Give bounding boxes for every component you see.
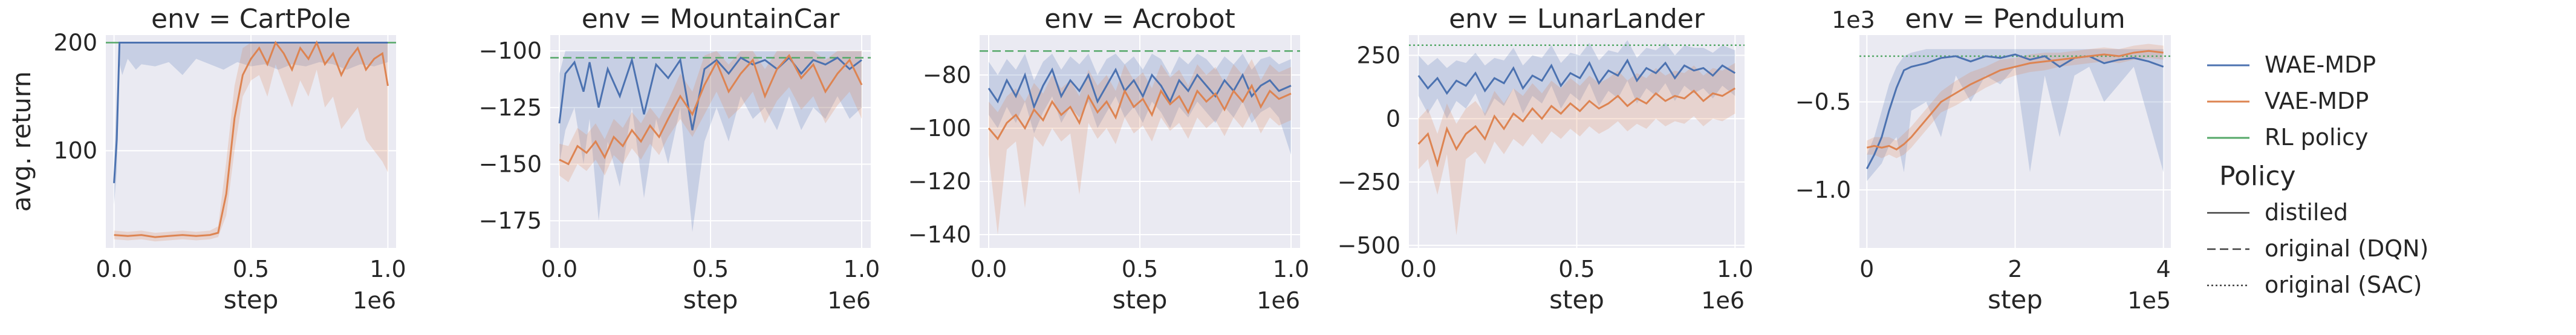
confidence-band-wae-mdp — [114, 42, 388, 205]
x-tick-label: 2 — [2008, 256, 2022, 282]
x-axis-label: step — [1549, 285, 1604, 314]
x-tick-label: 1.0 — [369, 256, 406, 282]
x-offset-text: 1e6 — [353, 287, 396, 314]
x-tick-label: 1.0 — [1273, 256, 1309, 282]
legend-label: original (SAC) — [2265, 272, 2422, 298]
panel-1: 0.0 0.5 1.0 100 200 env = CartPole step 1e6 avg.… — [7, 4, 406, 314]
x-tick-label: 0 — [1859, 256, 1874, 282]
y-tick-label: −80 — [923, 62, 971, 88]
confidence-band-wae-mdp — [1418, 40, 1735, 119]
series-line-vae-mdp — [1417, 87, 1736, 168]
y-tick-label: −500 — [1338, 232, 1400, 259]
y-tick-label: 100 — [53, 137, 97, 164]
series-line-wae-mdp — [1865, 53, 2164, 169]
y-tick-label: 0 — [1386, 105, 1400, 132]
y-tick-label: −100 — [908, 115, 971, 141]
legend: WAE-MDP VAE-MDP RL policy Policy distiled ori… — [2207, 51, 2428, 298]
confidence-band-vae-mdp — [114, 42, 388, 242]
y-tick-label: −1.0 — [1795, 177, 1851, 203]
x-axis-label: step — [1988, 285, 2043, 314]
legend-label: distiled — [2265, 199, 2348, 226]
panel-2: 0.0 0.5 1.0 −175 −150 −125 −100 env = MountainC… — [479, 4, 880, 314]
series-line-vae-mdp — [559, 54, 863, 166]
x-offset-text: 1e5 — [2127, 287, 2171, 314]
panel-title: env = Acrobot — [1044, 4, 1235, 34]
legend-label: VAE-MDP — [2265, 88, 2369, 114]
y-tick-label: −140 — [908, 221, 971, 248]
confidence-band-wae-mdp — [1867, 49, 2164, 181]
legend-label: WAE-MDP — [2265, 51, 2376, 78]
confidence-band-wae-mdp — [989, 53, 1291, 155]
series-line-wae-mdp — [113, 42, 388, 183]
x-axis-label: step — [1113, 285, 1168, 314]
x-tick-label: 0.5 — [233, 256, 269, 282]
legend-label: RL policy — [2265, 124, 2369, 151]
x-tick-label: 1.0 — [1717, 256, 1753, 282]
y-tick-label: 200 — [53, 30, 97, 56]
series-line-vae-mdp — [114, 40, 389, 238]
x-tick-label: 0.5 — [1558, 256, 1595, 282]
y-tick-label: −150 — [479, 151, 542, 177]
confidence-band-wae-mdp — [559, 51, 862, 232]
series-line-vae-mdp — [1866, 50, 2164, 151]
x-tick-label: 4 — [2156, 256, 2171, 282]
series-line-wae-mdp — [987, 67, 1292, 110]
x-offset-text: 1e6 — [827, 287, 871, 314]
y-axis-label: avg. return — [7, 71, 36, 212]
x-axis-label: step — [683, 285, 738, 314]
x-tick-label: 0.0 — [96, 256, 132, 282]
y-tick-label: −125 — [479, 94, 542, 121]
confidence-band-vae-mdp — [989, 59, 1291, 235]
panel-4: 0.0 0.5 1.0 −500 −250 0 250 env = LunarLander st… — [1338, 4, 1754, 314]
y-offset-text: 1e3 — [1832, 7, 1875, 33]
x-tick-label: 0.5 — [692, 256, 729, 282]
x-tick-label: 1.0 — [844, 256, 880, 282]
series-line-wae-mdp — [1417, 58, 1736, 96]
panel-title: env = Pendulum — [1905, 4, 2126, 34]
x-offset-text: 1e6 — [1701, 287, 1745, 314]
panel-title: env = CartPole — [151, 4, 351, 34]
panel-5: 0 2 4 −1.0 −0.5 env = Pendulum step 1e5 1e3 — [1795, 4, 2171, 314]
legend-label: original (DQN) — [2265, 235, 2428, 262]
y-tick-label: 250 — [1356, 42, 1400, 69]
y-tick-label: −250 — [1338, 169, 1400, 195]
panel-title: env = LunarLander — [1449, 4, 1705, 34]
confidence-band-vae-mdp — [559, 51, 862, 183]
x-axis-label: step — [224, 285, 279, 314]
panel-3: 0.0 0.5 1.0 −140 −120 −100 −80 env = Acrobot ste… — [908, 4, 1310, 314]
series-line-vae-mdp — [987, 83, 1292, 141]
x-tick-label: 0.5 — [1122, 256, 1158, 282]
x-tick-label: 0.0 — [971, 256, 1007, 282]
confidence-band-vae-mdp — [1418, 63, 1735, 235]
x-tick-label: 0.0 — [1400, 256, 1436, 282]
y-tick-label: −175 — [479, 207, 542, 234]
x-tick-label: 0.0 — [541, 256, 577, 282]
legend-title: Policy — [2219, 161, 2296, 192]
x-offset-text: 1e6 — [1257, 287, 1300, 314]
y-tick-label: −120 — [908, 168, 971, 195]
y-tick-label: −0.5 — [1795, 89, 1851, 115]
panel-title: env = MountainCar — [582, 4, 841, 34]
y-tick-label: −100 — [479, 37, 542, 64]
